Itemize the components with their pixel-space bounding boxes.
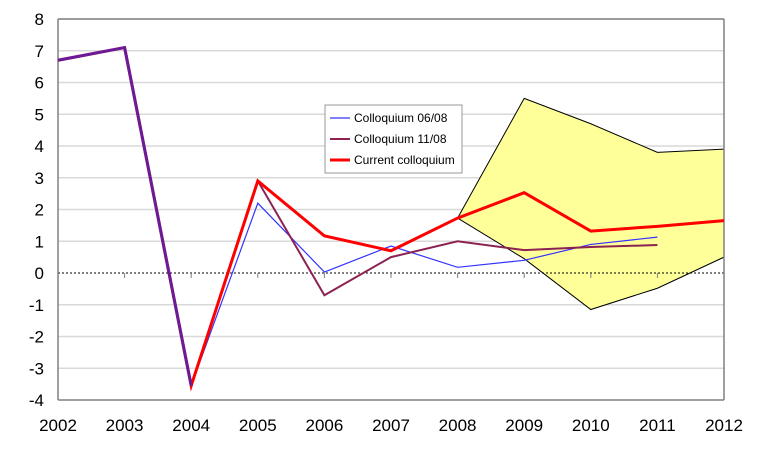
y-tick-label: -3 <box>29 359 44 378</box>
y-tick-label: -4 <box>29 391 44 410</box>
x-tick-label: 2012 <box>705 416 743 435</box>
x-tick-label: 2003 <box>106 416 144 435</box>
legend-label: Current colloquium <box>354 153 455 167</box>
series-lines <box>57 45 725 392</box>
x-tick-label: 2005 <box>239 416 277 435</box>
x-tick-label: 2009 <box>505 416 543 435</box>
y-tick-label: 1 <box>35 232 44 251</box>
legend-label: Colloquium 11/08 <box>354 132 447 146</box>
y-tick-label: 8 <box>35 10 44 29</box>
y-tick-label: 3 <box>35 169 44 188</box>
x-tick-label: 2011 <box>639 416 676 435</box>
y-tick-label: -2 <box>29 328 44 347</box>
y-tick-label: 6 <box>35 74 44 93</box>
y-tick-label: 2 <box>35 201 44 220</box>
overlap-line <box>57 45 193 387</box>
y-tick-label: 7 <box>35 42 44 61</box>
x-tick-label: 2008 <box>439 416 477 435</box>
x-tick-label: 2007 <box>372 416 410 435</box>
x-tick-label: 2002 <box>39 416 77 435</box>
y-tick-label: -1 <box>29 296 44 315</box>
legend-label: Colloquium 06/08 <box>354 111 448 125</box>
legend: Colloquium 06/08 Colloquium 11/08 Current … <box>324 104 463 174</box>
y-tick-label: 0 <box>35 264 44 283</box>
y-tick-label: 4 <box>35 137 44 156</box>
x-tick-label: 2006 <box>305 416 343 435</box>
x-tick-label: 2010 <box>572 416 610 435</box>
x-tick-label: 2004 <box>172 416 210 435</box>
y-tick-label: 5 <box>35 105 44 124</box>
axes: 8 7 6 5 4 3 2 1 0 -1 -2 -3 -4 2002 2003 2004 2005 2006 200… <box>29 10 743 435</box>
